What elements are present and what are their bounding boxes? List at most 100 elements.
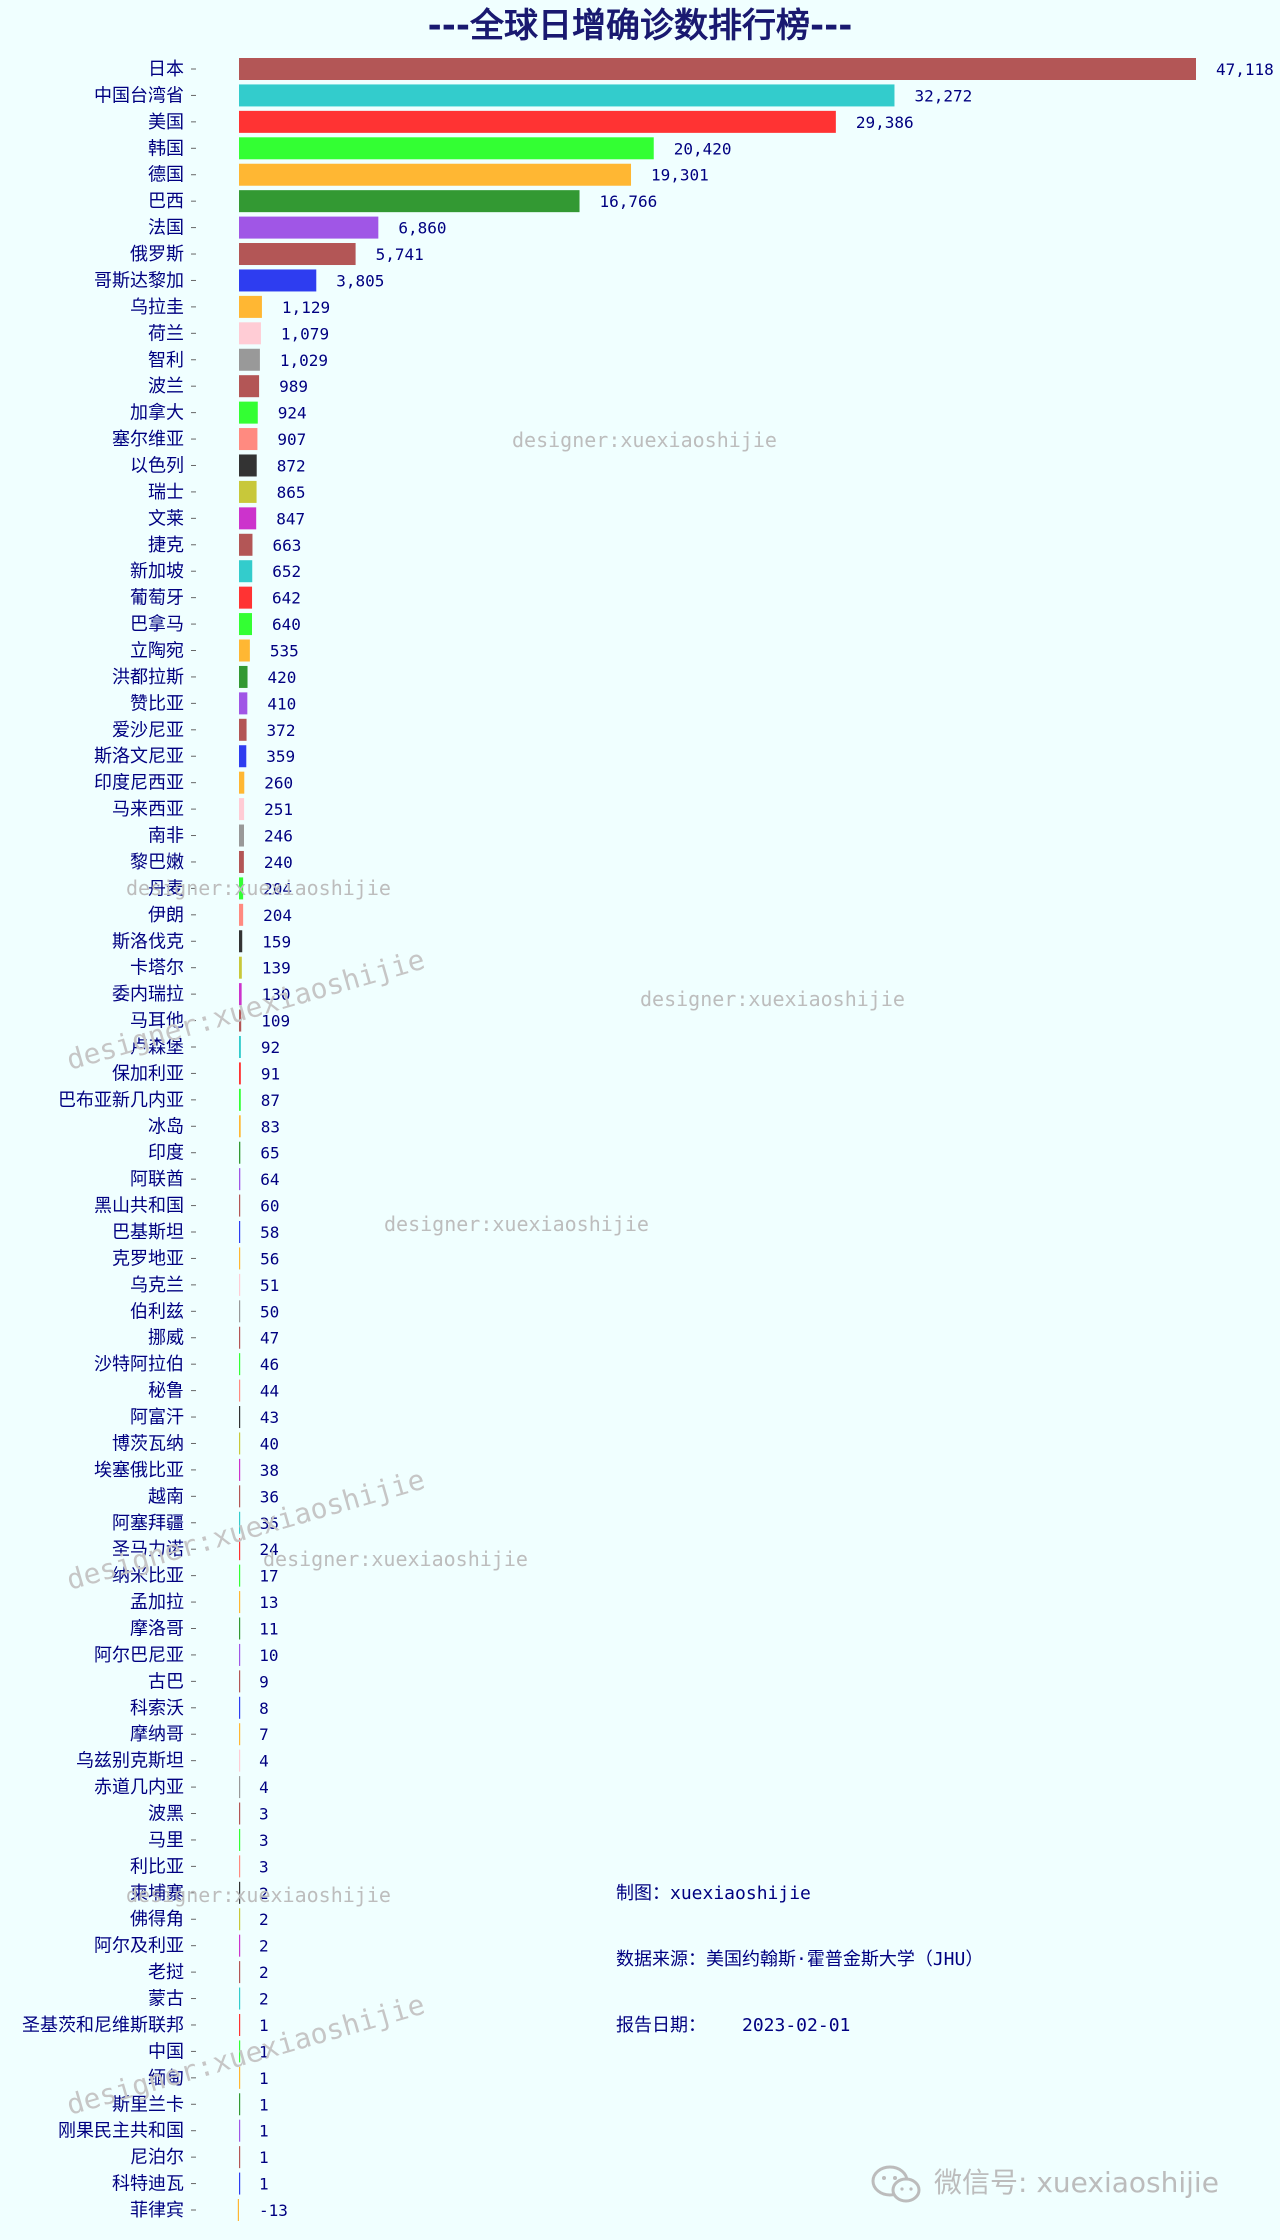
watermark: designer:xuexiaoshijie [512,428,777,452]
category-label: 波兰 [148,376,184,397]
value-label: 989 [279,377,308,396]
bar [239,824,244,847]
value-label: 32,272 [914,86,972,105]
author-note: 制图：xuexiaoshijie [616,1883,811,1904]
bar [239,850,244,873]
category-label: 爱沙尼亚 [112,720,184,741]
bars [237,58,1196,2221]
value-label: 36 [260,1487,279,1506]
bar [239,665,248,688]
bar [239,1961,241,1984]
category-label: 克罗地亚 [112,1248,184,1269]
value-label: 38 [260,1461,279,1480]
bar [239,1247,241,1270]
bar [239,1723,241,1746]
category-label: 俄罗斯 [130,244,184,265]
category-label: 摩洛哥 [130,1618,184,1639]
bar [239,375,260,398]
brand-text: 微信号: xuexiaoshijie [934,2166,1219,2199]
y-axis [191,68,196,2211]
category-label: 冰岛 [148,1116,184,1137]
bar [239,1035,241,1058]
wechat-icon [871,2165,921,2203]
bar [239,1749,241,1772]
value-label: 43 [260,1408,279,1427]
value-label: 65 [260,1144,279,1163]
value-label: 87 [261,1091,280,1110]
category-label: 黎巴嫩 [130,852,184,873]
bar [239,2146,241,2169]
bar [239,401,258,424]
watermark: designer:xuexiaoshijie [640,987,905,1011]
category-label: 佛得角 [130,1909,184,1930]
bar [239,1855,241,1878]
category-label: 赤道几内亚 [94,1777,184,1798]
category-label: 丹麦 [148,878,184,899]
bar [239,243,356,266]
category-label: 波黑 [148,1804,184,1825]
bar [239,1379,241,1402]
category-label: 埃塞俄比亚 [94,1460,184,1481]
bar [239,2040,241,2063]
value-label: 640 [272,615,301,634]
bar [239,771,245,794]
bar [239,983,242,1006]
bar [239,84,895,107]
value-label: 10 [259,1646,278,1665]
category-label: 韩国 [148,138,184,159]
watermark: designer:xuexiaoshijie [63,943,429,1077]
category-label: 文莱 [148,508,184,529]
value-label: 51 [260,1276,279,1295]
value-label: 1,079 [281,324,329,343]
bar [239,322,261,345]
bar [239,877,244,900]
value-label: 3 [259,1857,269,1876]
value-label: 865 [277,483,306,502]
category-label: 马耳他 [130,1011,184,1032]
category-label: 瑞士 [148,482,184,503]
category-label: 捷克 [148,535,184,556]
category-label: 秘鲁 [148,1381,184,1402]
value-label: 924 [278,404,307,423]
bar [239,1194,241,1217]
category-label: 中国台湾省 [94,85,184,106]
value-label: 8 [259,1699,269,1718]
value-label: 1 [259,2148,269,2167]
bar [239,58,1196,80]
bar [239,1062,241,1085]
source-note: 数据来源：美国约翰斯·霍普金斯大学（JHU） [616,1949,983,1970]
bar [239,216,379,239]
bar [239,798,245,821]
date-label: 报告日期： [616,2015,706,2036]
bar [239,2066,241,2089]
chart-title: ---全球日增确诊数排行榜--- [428,6,853,46]
value-label: 11 [259,1619,278,1638]
bar [239,2093,241,2116]
bar [239,295,262,318]
value-label: 204 [263,906,292,925]
category-label: 阿富汗 [130,1407,184,1428]
bar [239,1406,241,1429]
category-label: 德国 [148,165,184,186]
category-label: 巴布亚新几内亚 [58,1090,184,1111]
category-label: 以色列 [130,455,184,476]
category-label: 阿尔及利亚 [94,1936,184,1957]
category-label: 博茨瓦纳 [112,1433,184,1454]
value-label: 9 [259,1672,269,1691]
category-labels: 日本中国台湾省美国韩国德国巴西法国俄罗斯哥斯达黎加乌拉圭荷兰智利波兰加拿大塞尔维… [22,59,184,2221]
watermark: designer:xuexiaoshijie [63,1988,429,2122]
value-label: 663 [272,536,301,555]
bar [239,1617,241,1640]
value-label: 139 [262,959,291,978]
category-label: 卡塔尔 [130,958,184,979]
value-label: 35 [260,1514,279,1533]
value-label: 642 [272,589,301,608]
category-label: 美国 [148,112,184,133]
value-label: 359 [266,747,295,766]
bar [239,533,253,556]
bar [239,1009,242,1032]
bar [239,1511,241,1534]
value-label: 2 [259,1910,269,1929]
bar [239,1300,241,1323]
